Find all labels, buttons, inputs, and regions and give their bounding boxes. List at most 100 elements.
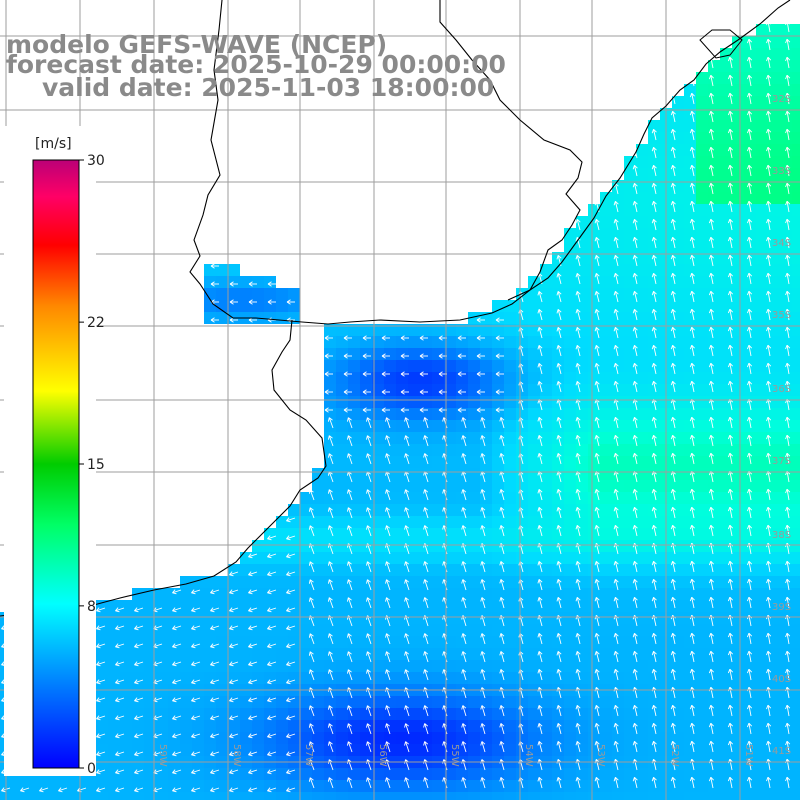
field-cell	[360, 480, 372, 492]
field-cell	[156, 600, 168, 612]
field-cell	[780, 84, 792, 96]
field-cell	[372, 480, 384, 492]
wind-arrow	[766, 236, 772, 249]
wind-arrow	[651, 200, 657, 213]
field-cell	[696, 444, 708, 456]
wind-arrow	[556, 273, 562, 285]
field-cell	[792, 708, 800, 720]
field-cell	[480, 408, 492, 420]
field-cell	[600, 456, 612, 468]
wind-arrow	[689, 560, 695, 573]
longitude-label: 56W	[377, 744, 388, 767]
field-cell	[732, 720, 744, 732]
wind-arrow	[362, 353, 371, 359]
wind-arrow	[286, 571, 296, 577]
field-cell	[492, 360, 504, 372]
field-cell	[540, 576, 552, 588]
longitude-label: 53W	[595, 744, 606, 767]
field-cell	[348, 600, 360, 612]
field-cell	[456, 744, 468, 756]
field-cell	[372, 540, 384, 552]
field-cell	[432, 420, 444, 432]
field-cell	[756, 552, 768, 564]
field-cell	[312, 576, 324, 588]
wind-arrow	[632, 452, 638, 465]
field-cell	[336, 672, 348, 684]
field-cell	[672, 624, 684, 636]
field-cell	[144, 720, 156, 732]
field-cell	[420, 696, 432, 708]
field-cell	[696, 744, 708, 756]
field-cell	[768, 84, 780, 96]
field-cell	[504, 360, 516, 372]
field-cell	[732, 204, 744, 216]
field-cell	[540, 528, 552, 540]
field-cell	[384, 612, 396, 624]
field-cell	[240, 672, 252, 684]
field-cell	[300, 612, 312, 624]
wind-arrow	[575, 525, 581, 537]
field-cell	[612, 792, 624, 800]
wind-arrow	[766, 56, 772, 69]
field-cell	[288, 576, 300, 588]
field-cell	[216, 708, 228, 720]
field-cell	[600, 312, 612, 324]
field-cell	[336, 444, 348, 456]
field-cell	[528, 504, 540, 516]
field-cell	[696, 288, 708, 300]
field-cell	[624, 672, 636, 684]
field-cell	[504, 312, 516, 324]
field-cell	[516, 660, 528, 672]
field-cell	[672, 216, 684, 228]
field-cell	[204, 288, 216, 300]
field-cell	[504, 792, 516, 800]
field-cell	[348, 792, 360, 800]
field-cell	[720, 576, 732, 588]
field-cell	[720, 216, 732, 228]
field-cell	[192, 792, 204, 800]
field-cell	[492, 588, 504, 600]
field-cell	[792, 624, 800, 636]
field-cell	[780, 600, 792, 612]
field-cell	[732, 744, 744, 756]
field-cell	[768, 180, 780, 192]
field-cell	[192, 708, 204, 720]
field-cell	[612, 312, 624, 324]
wind-arrow	[191, 317, 200, 323]
field-cell	[732, 132, 744, 144]
field-cell	[132, 780, 144, 792]
field-cell	[504, 672, 516, 684]
wind-arrow	[651, 380, 657, 393]
field-cell	[408, 504, 420, 516]
field-cell	[540, 276, 552, 288]
field-cell	[324, 780, 336, 792]
field-cell	[720, 696, 732, 708]
field-cell	[744, 456, 756, 468]
field-cell	[492, 396, 504, 408]
field-cell	[384, 468, 396, 480]
field-cell	[468, 504, 480, 516]
wind-arrow	[651, 524, 657, 537]
field-cell	[792, 588, 800, 600]
field-cell	[708, 408, 720, 420]
field-cell	[756, 144, 768, 156]
field-cell	[432, 672, 444, 684]
field-cell	[624, 432, 636, 444]
wind-arrow	[495, 371, 504, 377]
field-cell	[624, 240, 636, 252]
field-cell	[672, 480, 684, 492]
field-cell	[336, 456, 348, 468]
field-cell	[564, 468, 576, 480]
field-cell	[144, 624, 156, 636]
field-cell	[324, 444, 336, 456]
field-cell	[432, 588, 444, 600]
field-cell	[696, 324, 708, 336]
field-cell	[240, 720, 252, 732]
field-cell	[708, 60, 720, 72]
field-cell	[384, 504, 396, 516]
field-cell	[588, 384, 600, 396]
field-cell	[720, 528, 732, 540]
field-cell	[696, 336, 708, 348]
wind-arrow	[689, 380, 695, 393]
